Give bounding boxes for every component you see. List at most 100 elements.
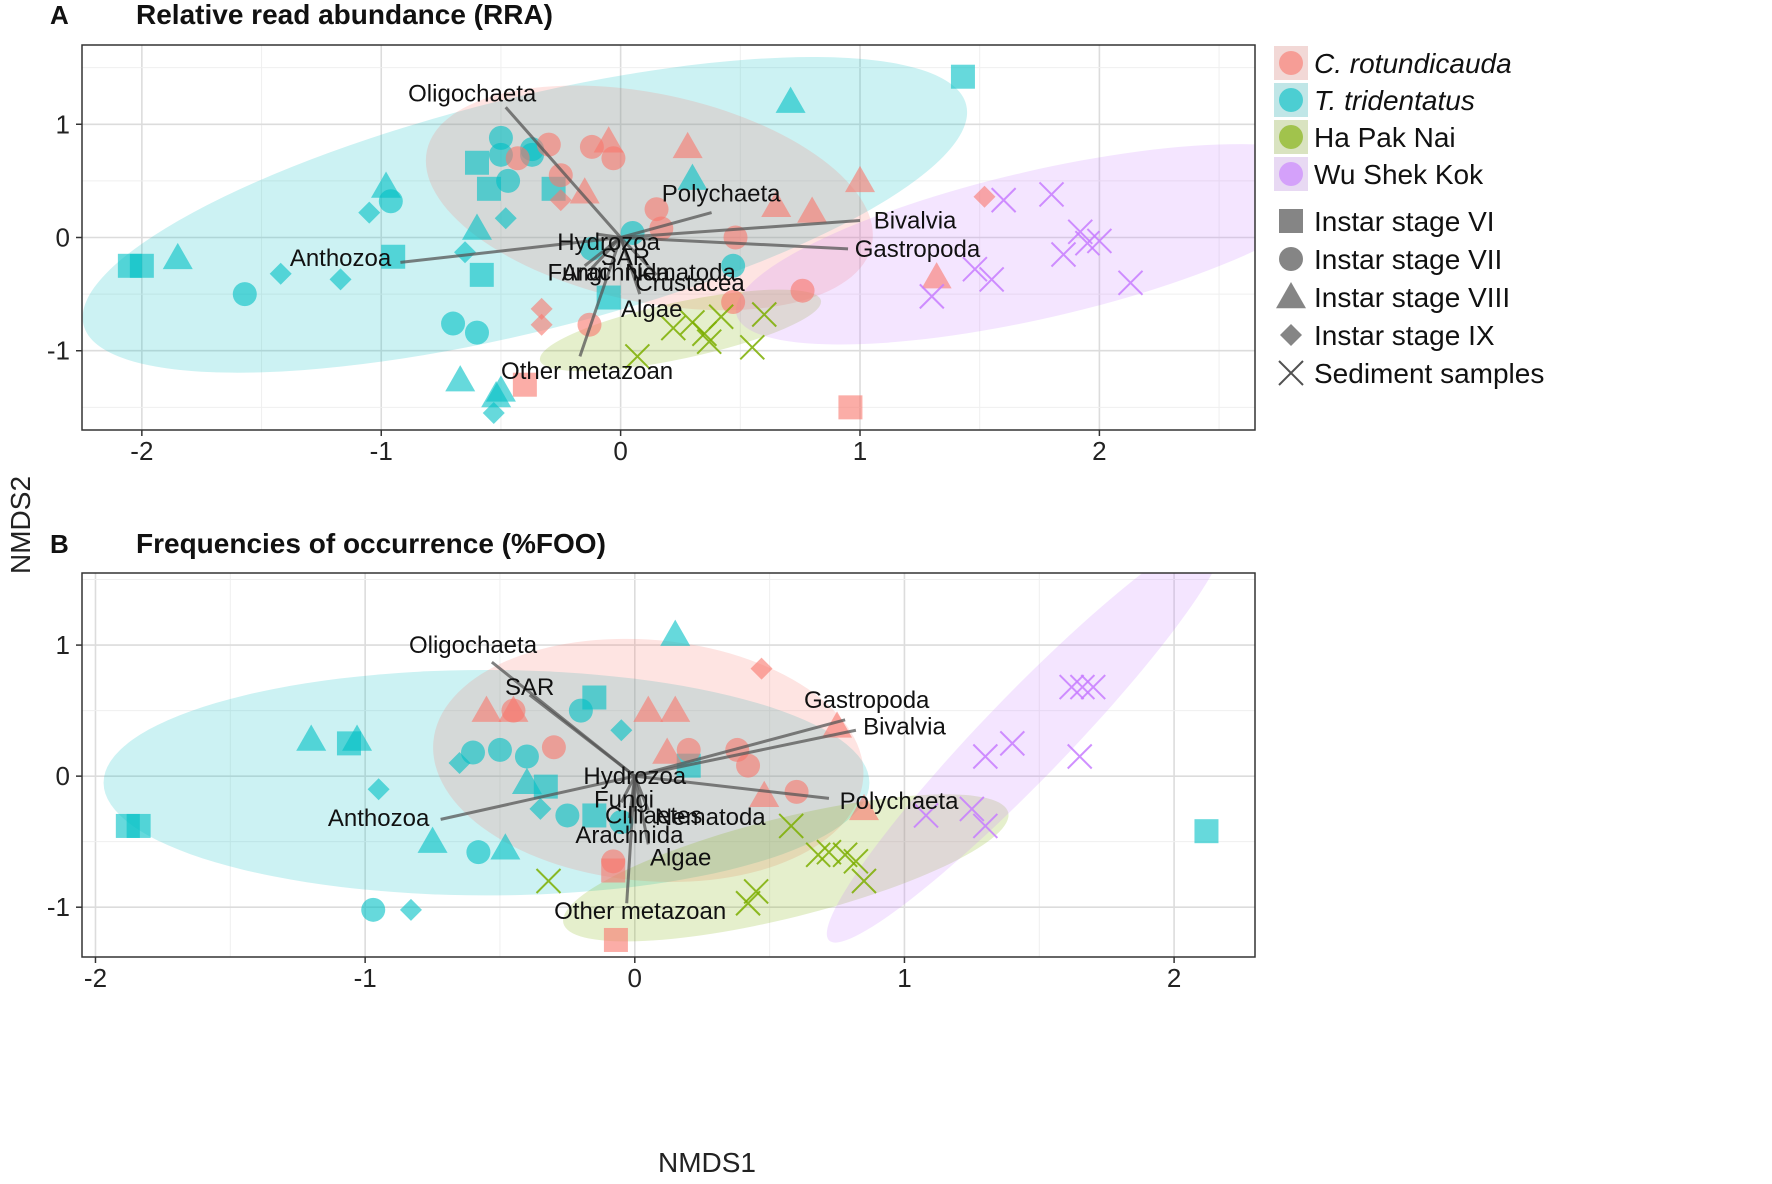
panel-b: B Frequencies of occurrence (%FOO) Oligoch… bbox=[47, 528, 1256, 993]
legend-shape-label: Instar stage VII bbox=[1314, 244, 1502, 275]
vector-label: Bivalvia bbox=[874, 208, 957, 235]
x-tick-label: 0 bbox=[613, 436, 627, 466]
panel-title: Frequencies of occurrence (%FOO) bbox=[136, 528, 606, 559]
legend-key-circle bbox=[1279, 125, 1303, 149]
data-point bbox=[1050, 241, 1077, 268]
vector-label: Algae bbox=[621, 296, 682, 323]
data-point bbox=[751, 301, 777, 328]
data-point bbox=[535, 868, 562, 894]
data-point bbox=[749, 780, 780, 808]
vector-label: Nematoda bbox=[625, 260, 736, 287]
vector-label: SAR bbox=[505, 674, 554, 701]
vector-line bbox=[590, 236, 622, 270]
data-point bbox=[761, 190, 792, 218]
panel-a: A Relative read abundance (RRA) Oligochaet… bbox=[47, 0, 1256, 466]
data-point bbox=[361, 897, 386, 922]
vector-line bbox=[620, 219, 861, 239]
vector-line bbox=[400, 236, 621, 264]
data-point bbox=[990, 187, 1017, 213]
data-point bbox=[505, 146, 530, 171]
data-point bbox=[445, 365, 476, 392]
data-point bbox=[790, 278, 815, 303]
vector-line bbox=[528, 693, 636, 778]
data-point bbox=[739, 334, 765, 361]
x-tick-label: 2 bbox=[1167, 963, 1181, 993]
data-point bbox=[162, 242, 193, 270]
vector-line bbox=[620, 236, 849, 251]
vector-label: Cilliaetes bbox=[605, 802, 702, 829]
data-point bbox=[775, 86, 806, 113]
vector-label: Bivalvia bbox=[863, 713, 946, 740]
data-point bbox=[441, 311, 466, 336]
legend-key-fill bbox=[1274, 120, 1308, 154]
data-point bbox=[1067, 219, 1093, 245]
vector-label: Gastropoda bbox=[855, 236, 981, 263]
data-point bbox=[530, 297, 553, 320]
legend-shape-key bbox=[1279, 209, 1303, 233]
legend-shape-label: Instar stage IX bbox=[1314, 320, 1495, 351]
data-point bbox=[569, 177, 600, 204]
data-point bbox=[797, 196, 828, 223]
data-point bbox=[358, 201, 381, 224]
data-point bbox=[1194, 819, 1219, 844]
vector-label: Nematoda bbox=[655, 804, 766, 831]
data-point bbox=[999, 730, 1026, 757]
legend-key-fill bbox=[1274, 157, 1308, 191]
data-point bbox=[672, 131, 703, 159]
data-point bbox=[601, 146, 626, 171]
legend-shape-key bbox=[1276, 282, 1306, 309]
data-point bbox=[464, 150, 489, 175]
panel-title: Relative read abundance (RRA) bbox=[136, 0, 553, 30]
vector-label: Crustacea bbox=[635, 270, 745, 297]
data-point bbox=[736, 753, 761, 778]
legend-shape-label: Sediment samples bbox=[1314, 358, 1544, 389]
vector-label: Hydrozoa bbox=[583, 763, 686, 790]
data-point bbox=[851, 868, 877, 894]
vector-label: Algae bbox=[650, 844, 711, 871]
legend-key-circle bbox=[1279, 51, 1303, 75]
data-point bbox=[454, 241, 477, 264]
data-point bbox=[721, 253, 746, 278]
data-point bbox=[466, 840, 491, 865]
data-point bbox=[512, 372, 537, 397]
data-point bbox=[582, 685, 607, 710]
data-point bbox=[610, 719, 633, 742]
confidence-ellipse bbox=[103, 669, 870, 896]
data-point bbox=[816, 839, 842, 865]
data-point bbox=[973, 185, 996, 208]
vector-line bbox=[440, 774, 636, 821]
legend-group-label: Ha Pak Nai bbox=[1314, 122, 1456, 153]
x-tick-label: 1 bbox=[853, 436, 867, 466]
vector-line bbox=[578, 237, 623, 357]
vector-line bbox=[619, 237, 642, 295]
vector-label: Fungi bbox=[594, 787, 654, 814]
data-point bbox=[461, 740, 485, 765]
data-point bbox=[501, 698, 526, 723]
y-tick-label: 0 bbox=[56, 223, 70, 253]
data-point bbox=[1069, 674, 1096, 700]
legend-shape-key bbox=[1280, 324, 1302, 346]
vector-line bbox=[620, 211, 712, 239]
y-tick-label: -1 bbox=[47, 892, 70, 922]
panel-letter: A bbox=[50, 0, 69, 30]
data-point bbox=[921, 262, 952, 289]
data-point bbox=[743, 878, 769, 905]
confidence-ellipse bbox=[82, 57, 968, 373]
legend-key-circle bbox=[1279, 88, 1303, 112]
data-point bbox=[381, 244, 406, 269]
confidence-ellipse bbox=[563, 794, 1009, 942]
data-point bbox=[488, 125, 513, 150]
legend-shape-key bbox=[1279, 247, 1303, 271]
data-point bbox=[959, 796, 985, 822]
legend-group-label: Wu Shek Kok bbox=[1314, 159, 1484, 190]
data-point bbox=[652, 737, 683, 764]
data-point bbox=[660, 619, 691, 646]
data-point bbox=[549, 189, 572, 212]
data-point bbox=[972, 743, 999, 770]
data-point bbox=[721, 290, 746, 315]
data-point bbox=[464, 320, 489, 345]
data-point bbox=[601, 858, 626, 883]
data-point bbox=[913, 802, 939, 829]
x-tick-label: -1 bbox=[370, 436, 393, 466]
